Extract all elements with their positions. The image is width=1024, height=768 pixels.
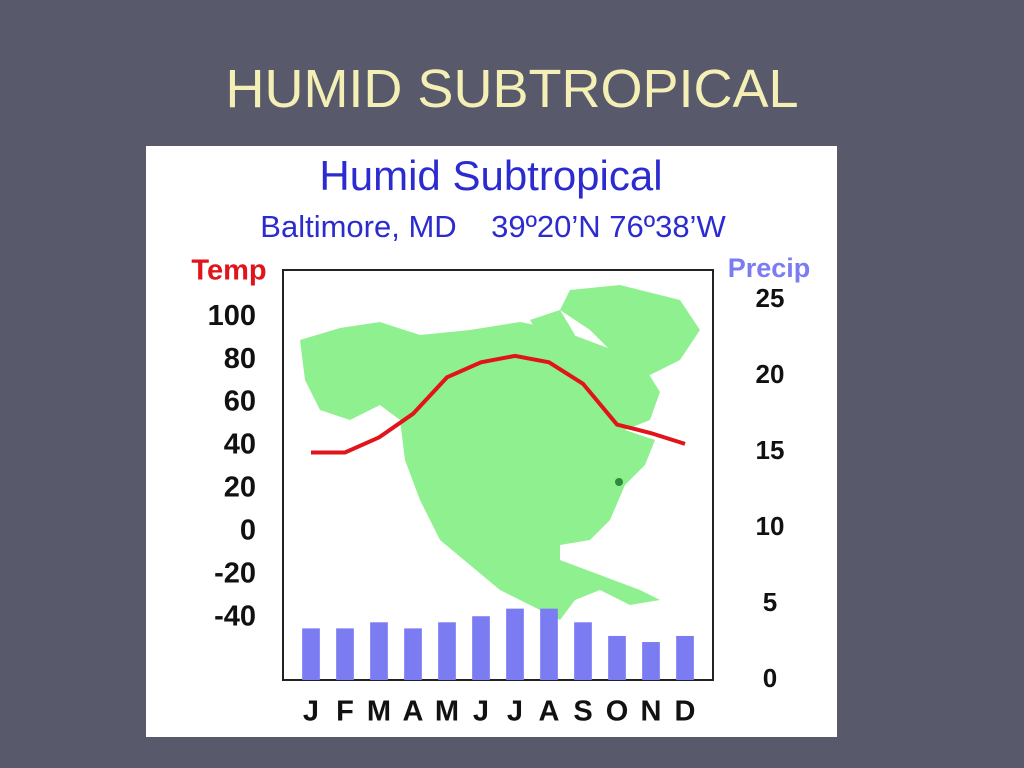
bar xyxy=(336,628,354,680)
bar xyxy=(676,635,694,680)
bar xyxy=(438,622,456,680)
plot-frame xyxy=(282,269,714,681)
y-tick-label: -20 xyxy=(214,557,256,589)
line xyxy=(311,353,686,455)
bar xyxy=(540,608,558,680)
x-tick-label: J xyxy=(507,696,523,728)
x-tick-label: D xyxy=(675,696,696,728)
x-tick-label: O xyxy=(606,696,629,728)
bar xyxy=(642,642,660,680)
bar xyxy=(608,635,626,680)
y2-tick-label: 15 xyxy=(756,435,785,465)
x-tick-label: A xyxy=(403,696,424,728)
bar xyxy=(370,622,388,680)
slide-title: HUMID SUBTROPICAL xyxy=(225,59,799,119)
bar xyxy=(574,622,592,680)
map xyxy=(300,285,700,620)
y2-tick-label: 20 xyxy=(756,359,785,389)
y-tick-label: 20 xyxy=(224,472,256,504)
y-tick-label: 0 xyxy=(240,515,256,547)
chart-subtitle: Baltimore, MD 39º20’N 76º38’W xyxy=(260,209,726,244)
chart-title: Humid Subtropical xyxy=(319,152,662,199)
y2-tick-label: 25 xyxy=(756,283,785,313)
x-tick-label: S xyxy=(573,696,592,728)
y-axis-label: Temp xyxy=(191,255,266,287)
bar xyxy=(472,616,490,680)
y-tick-label: 40 xyxy=(224,429,256,461)
x-tick-label: N xyxy=(641,696,662,728)
y2-tick-label: 10 xyxy=(756,511,785,541)
x-tick-label: M xyxy=(435,696,459,728)
y-tick-label: 80 xyxy=(224,343,256,375)
y2-tick-label: 5 xyxy=(763,587,777,617)
bar xyxy=(404,628,422,680)
y-tick-label: 60 xyxy=(224,386,256,418)
x-tick-label: M xyxy=(367,696,391,728)
y-tick-label: 100 xyxy=(208,300,256,332)
bar xyxy=(302,628,320,680)
x-tick-label: F xyxy=(336,696,354,728)
x-tick-label: A xyxy=(539,696,560,728)
bar xyxy=(506,608,524,680)
y-tick-label: -40 xyxy=(214,600,256,632)
y2-axis-label: Precip xyxy=(728,253,811,283)
x-tick-label: J xyxy=(303,696,319,728)
x-tick-label: J xyxy=(473,696,489,728)
y2-tick-label: 0 xyxy=(763,663,777,693)
